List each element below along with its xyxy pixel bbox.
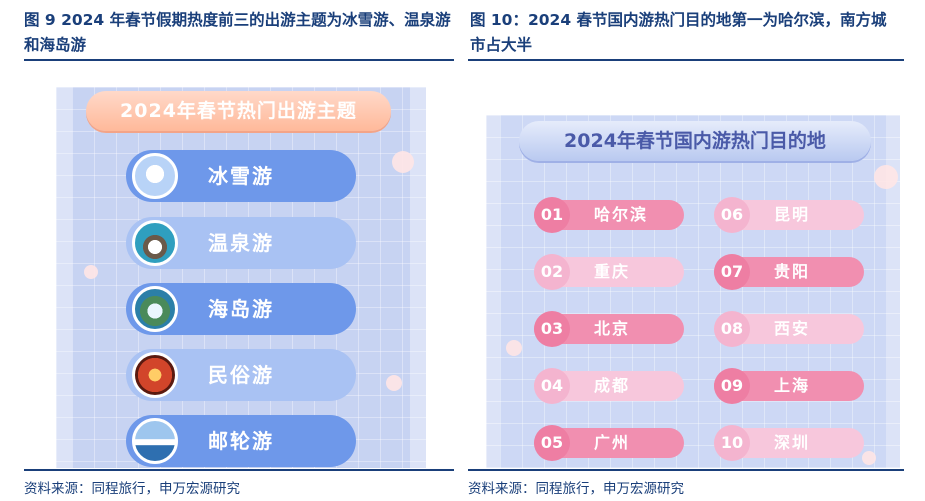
travel-themes-infographic: 2024年春节热门出游主题 冰雪游 温泉游 海岛游 民俗游 邮轮游: [56, 87, 426, 468]
theme-label: 冰雪游: [208, 164, 274, 188]
decor-circle: [874, 165, 898, 189]
destination-rank-09: 09 上海: [714, 368, 864, 404]
themes-banner: 2024年春节热门出游主题: [86, 91, 391, 131]
theme-label: 海岛游: [208, 297, 274, 321]
rank-number: 07: [714, 254, 750, 290]
decor-circle: [506, 340, 522, 356]
city-name: 贵阳: [774, 262, 811, 281]
theme-label: 邮轮游: [208, 429, 274, 453]
city-name: 广州: [594, 433, 631, 452]
rank-number: 01: [534, 197, 570, 233]
theme-item-ice-snow: 冰雪游: [126, 150, 356, 202]
destination-rank-04: 04 成都: [534, 368, 684, 404]
island-icon: [132, 286, 178, 332]
destination-rank-07: 07 贵阳: [714, 254, 864, 290]
destinations-banner: 2024年春节国内游热门目的地: [519, 121, 871, 161]
rank-number: 06: [714, 197, 750, 233]
theme-label: 民俗游: [208, 363, 274, 387]
decor-circle: [84, 265, 98, 279]
title-divider-left: [24, 59, 454, 61]
rank-number: 08: [714, 311, 750, 347]
city-name: 北京: [594, 319, 631, 338]
theme-label: 温泉游: [208, 231, 274, 255]
destination-rank-03: 03 北京: [534, 311, 684, 347]
figure-10-source: 资料来源：同程旅行，申万宏源研究: [468, 481, 684, 497]
rank-number: 05: [534, 425, 570, 461]
city-name: 成都: [594, 376, 631, 395]
infographic-frame: [72, 87, 410, 468]
rank-number: 09: [714, 368, 750, 404]
rank-number: 03: [534, 311, 570, 347]
source-divider-right: [468, 469, 904, 471]
rank-number: 04: [534, 368, 570, 404]
destination-rank-10: 10 深圳: [714, 425, 864, 461]
infographic-frame: [500, 115, 886, 468]
theme-item-cruise: 邮轮游: [126, 415, 356, 467]
destinations-infographic: 2024年春节国内游热门目的地 01 哈尔滨 02 重庆 03 北京 04 成都…: [486, 115, 900, 468]
city-name: 哈尔滨: [594, 205, 649, 224]
cruise-ship-icon: [132, 418, 178, 464]
destination-rank-02: 02 重庆: [534, 254, 684, 290]
ferris-wheel-icon: [132, 153, 178, 199]
destination-rank-01: 01 哈尔滨: [534, 197, 684, 233]
decor-circle: [862, 451, 876, 465]
figure-9-source: 资料来源：同程旅行，申万宏源研究: [24, 481, 240, 497]
folk-lantern-icon: [132, 352, 178, 398]
destination-rank-08: 08 西安: [714, 311, 864, 347]
hot-spring-icon: [132, 220, 178, 266]
city-name: 重庆: [594, 262, 631, 281]
decor-circle: [392, 151, 414, 173]
city-name: 深圳: [774, 433, 811, 452]
city-name: 昆明: [774, 205, 811, 224]
theme-item-folk: 民俗游: [126, 349, 356, 401]
theme-item-island: 海岛游: [126, 283, 356, 335]
source-divider-left: [24, 469, 454, 471]
theme-item-hot-spring: 温泉游: [126, 217, 356, 269]
figure-9-title: 图 9 2024 年春节假期热度前三的出游主题为冰雪游、温泉游和海岛游: [24, 11, 451, 54]
rank-number: 02: [534, 254, 570, 290]
decor-circle: [386, 375, 402, 391]
rank-number: 10: [714, 425, 750, 461]
figure-10-title: 图 10：2024 春节国内游热门目的地第一为哈尔滨，南方城市占大半: [470, 11, 887, 54]
destination-rank-06: 06 昆明: [714, 197, 864, 233]
city-name: 西安: [774, 319, 811, 338]
title-divider-right: [468, 59, 904, 61]
city-name: 上海: [774, 376, 811, 395]
destination-rank-05: 05 广州: [534, 425, 684, 461]
